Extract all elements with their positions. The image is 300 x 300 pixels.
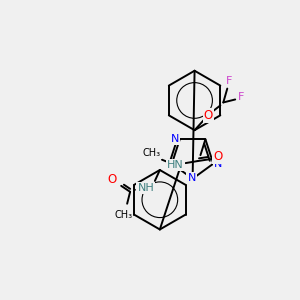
Text: F: F — [238, 92, 244, 103]
Text: O: O — [214, 150, 223, 163]
Text: N: N — [188, 173, 196, 183]
Text: O: O — [204, 109, 213, 122]
Text: HN: HN — [167, 160, 184, 170]
Text: CH₃: CH₃ — [114, 210, 132, 220]
Text: N: N — [214, 159, 223, 169]
Text: CH₃: CH₃ — [143, 148, 161, 158]
Text: N: N — [171, 134, 179, 144]
Text: F: F — [226, 76, 232, 85]
Text: O: O — [108, 173, 117, 186]
Text: NH: NH — [138, 183, 154, 193]
